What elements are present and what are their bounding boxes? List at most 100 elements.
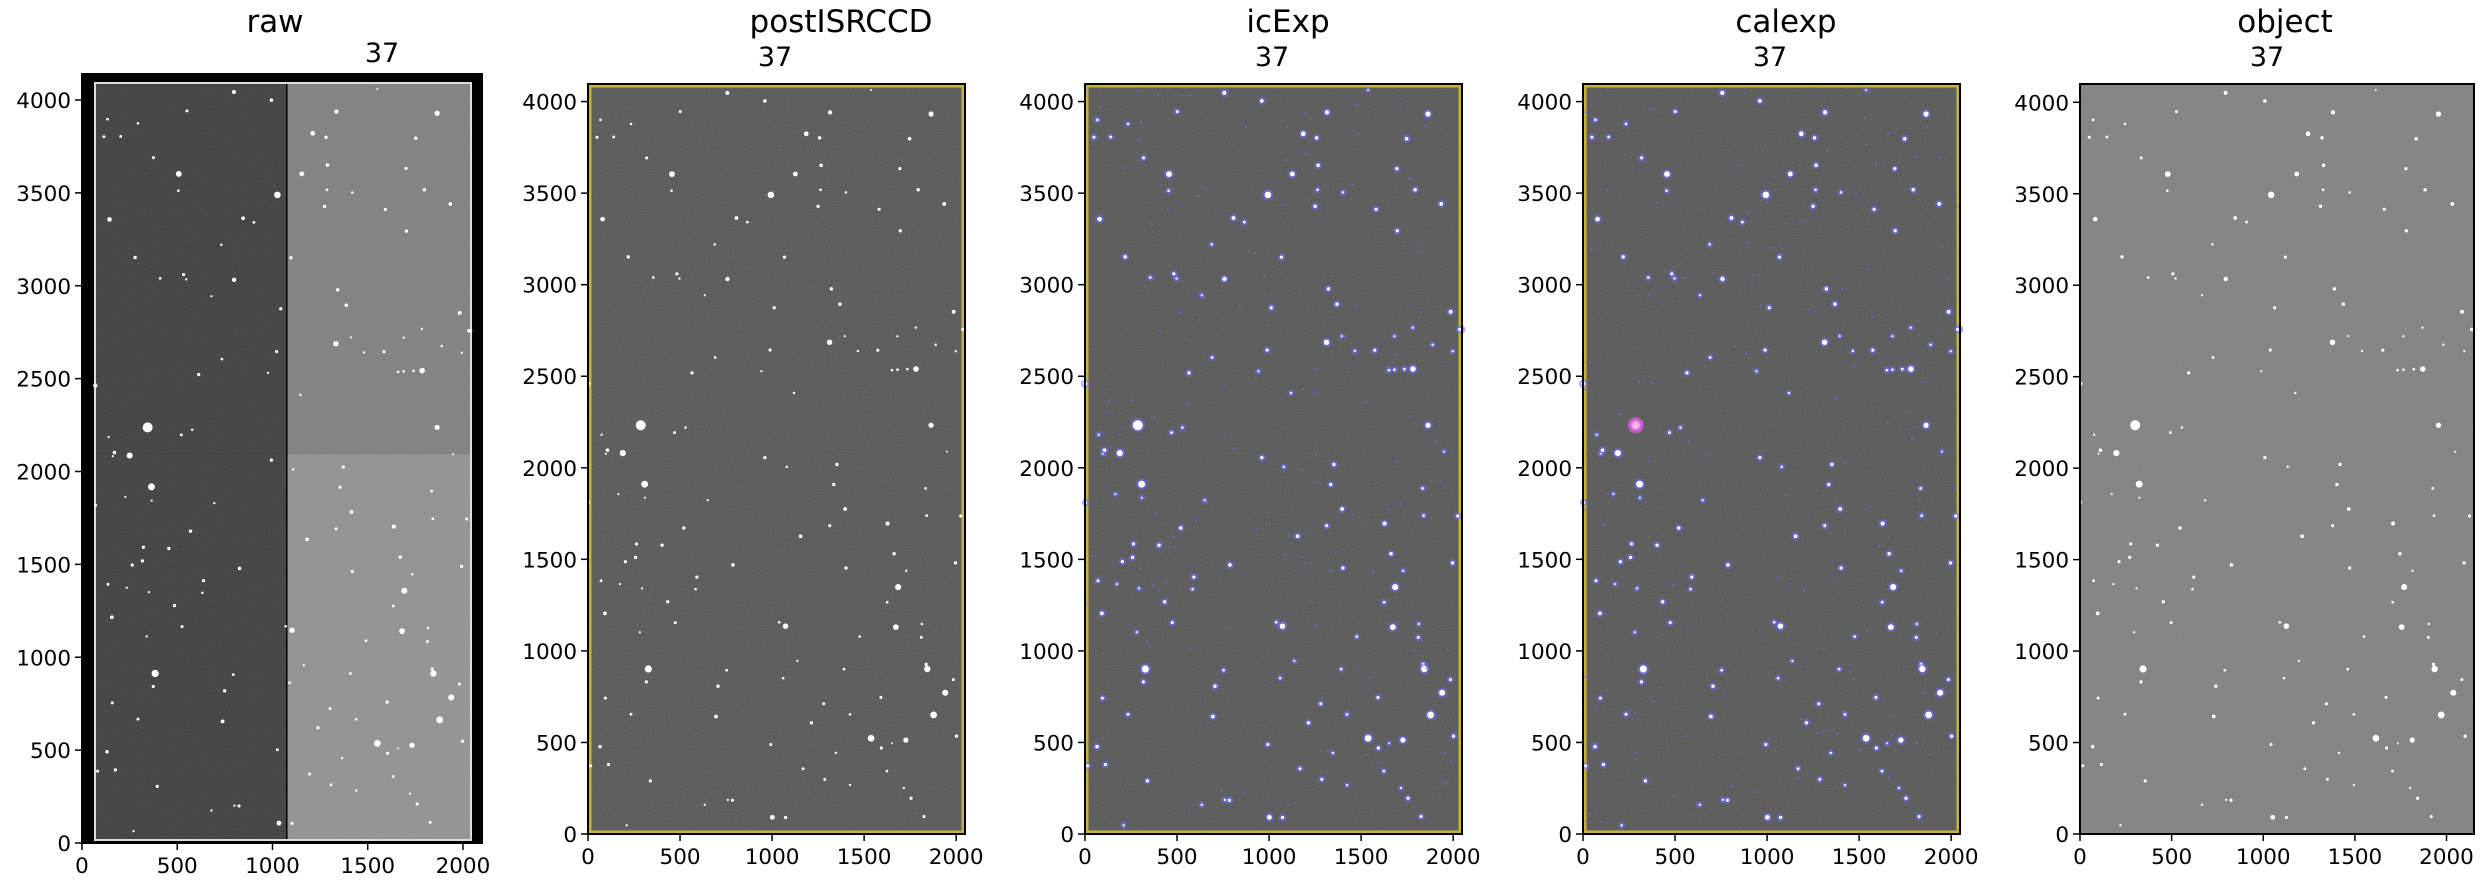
star: [645, 156, 649, 160]
star: [1116, 450, 1123, 457]
star: [2411, 569, 2414, 572]
y-tick-label: 4000: [522, 91, 577, 116]
axes-frame: [2079, 83, 2475, 835]
star: [1698, 803, 1701, 806]
star: [1456, 514, 1460, 518]
x-tick-label: 0: [1078, 845, 1092, 870]
y-tick-label: 2500: [1517, 365, 1572, 390]
y-tick-label: 1000: [1019, 640, 1074, 665]
detection-speckle: [1865, 143, 1868, 146]
y-tick-label: 2500: [522, 365, 577, 390]
star: [1095, 744, 1099, 749]
detection-speckle: [1825, 148, 1828, 151]
detection-speckle: [1606, 492, 1610, 495]
star: [2391, 600, 2395, 604]
star: [231, 673, 235, 677]
star: [1787, 391, 1791, 395]
star: [2348, 566, 2352, 570]
star: [2398, 624, 2405, 631]
star: [1114, 493, 1117, 496]
star: [1679, 426, 1682, 429]
star: [415, 802, 419, 806]
detection-speckle: [1833, 500, 1836, 503]
detection-speckle: [1301, 468, 1304, 471]
sky-noise: [95, 83, 471, 840]
star: [102, 135, 106, 139]
star: [274, 191, 281, 199]
detection-speckle: [1776, 577, 1779, 580]
sky-noise: [2080, 84, 2474, 834]
detection-speckle: [1194, 520, 1197, 523]
star: [391, 775, 395, 778]
star: [1685, 371, 1689, 375]
star: [2311, 721, 2316, 725]
detection-speckle: [1203, 296, 1206, 299]
star: [2352, 783, 2355, 787]
star: [2321, 163, 2326, 168]
star: [1818, 777, 1822, 781]
detection-speckle: [1921, 380, 1924, 384]
detection-speckle: [1633, 711, 1636, 714]
star: [2267, 191, 2275, 199]
detection-speckle: [1244, 125, 1247, 128]
detection-speckle: [1802, 587, 1805, 591]
detection-speckle: [1308, 531, 1311, 534]
detection-speckle: [1317, 481, 1320, 484]
star: [2200, 294, 2204, 297]
star: [1880, 521, 1885, 526]
star: [603, 696, 607, 700]
star: [913, 366, 919, 372]
star: [623, 560, 627, 564]
detection-speckle: [1816, 731, 1819, 734]
detection-speckle: [1784, 222, 1787, 225]
star: [113, 768, 118, 772]
detection-speckle: [1745, 352, 1748, 355]
x-tick-label: 1500: [2328, 845, 2383, 870]
star: [879, 695, 883, 699]
star: [182, 272, 186, 277]
star: [1711, 684, 1715, 688]
star: [150, 499, 153, 502]
star: [745, 220, 749, 224]
star: [625, 824, 628, 827]
star: [598, 744, 602, 749]
star: [1767, 306, 1771, 310]
detection-speckle: [1706, 452, 1709, 456]
star: [641, 480, 649, 488]
star: [1618, 560, 1622, 564]
star: [919, 635, 923, 639]
star: [119, 135, 123, 138]
star: [2211, 356, 2215, 359]
x-tick-label: 1500: [340, 854, 395, 879]
detection-speckle: [1405, 99, 1408, 102]
star: [2087, 135, 2091, 139]
star: [1339, 667, 1343, 671]
star: [126, 452, 133, 459]
star: [2435, 422, 2442, 428]
star: [1086, 764, 1090, 768]
star: [2273, 306, 2277, 310]
detection-speckle: [1862, 604, 1865, 608]
star: [1899, 569, 1903, 572]
ccd-label: 37: [1752, 42, 1788, 73]
star: [111, 455, 114, 458]
detection-speckle: [1197, 194, 1201, 198]
detection-speckle: [1661, 633, 1664, 637]
star: [1677, 526, 1681, 530]
star: [1126, 122, 1130, 126]
star: [617, 493, 620, 496]
sky-noise: [588, 84, 965, 834]
star: [1341, 191, 1345, 194]
star: [1222, 668, 1226, 672]
star: [633, 555, 638, 560]
star: [2415, 796, 2420, 800]
star: [644, 680, 648, 684]
star: [896, 335, 899, 338]
detection-speckle: [1407, 177, 1410, 180]
star: [828, 524, 832, 528]
star: [1796, 767, 1800, 771]
star: [1814, 163, 1818, 168]
star: [1755, 370, 1758, 373]
star: [1141, 665, 1149, 673]
star: [690, 371, 694, 375]
